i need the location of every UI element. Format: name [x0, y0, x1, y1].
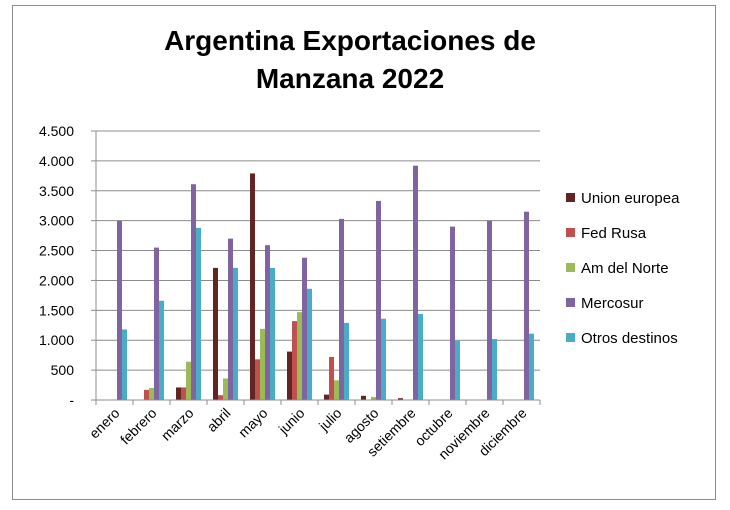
y-tick-label: 3.000: [39, 213, 74, 229]
x-tick-label: abril: [204, 405, 234, 435]
bar: [223, 378, 228, 400]
bar: [255, 359, 260, 400]
bar: [270, 267, 275, 400]
bar: [287, 351, 292, 400]
bar: [324, 394, 329, 400]
y-tick-label: 4.500: [39, 123, 74, 139]
bar: [450, 226, 455, 400]
bar: [159, 300, 164, 400]
legend-label: Otros destinos: [581, 330, 678, 347]
x-tick-label: marzo: [158, 405, 197, 444]
bar: [176, 387, 181, 400]
legend-label: Union europea: [581, 190, 680, 207]
bar: [371, 397, 376, 400]
bar: [455, 340, 460, 400]
bar: [122, 329, 127, 400]
bar: [213, 267, 218, 400]
y-tick-label: 3.500: [39, 183, 74, 199]
y-tick-label: 1.500: [39, 302, 74, 318]
legend-swatch: [566, 263, 575, 272]
bar: [376, 200, 381, 400]
bar: [144, 389, 149, 400]
chart-title-line-1: Argentina Exportaciones de: [164, 25, 536, 56]
x-tick-label: febrero: [117, 405, 160, 448]
bar: [186, 361, 191, 400]
legend-swatch: [566, 298, 575, 307]
bar: [524, 211, 529, 400]
bar: [381, 318, 386, 400]
bar: [154, 247, 159, 400]
bar: [339, 218, 344, 400]
bar: [487, 220, 492, 400]
x-tick-label: junio: [275, 405, 308, 438]
legend-swatch: [566, 333, 575, 342]
legend-swatch: [566, 228, 575, 237]
bar: [307, 288, 312, 400]
bar: [218, 395, 223, 400]
y-tick-label: 2.500: [39, 243, 74, 259]
x-tick-label: mayo: [235, 405, 271, 441]
y-tick-label: 500: [51, 362, 75, 378]
y-tick-label: -: [69, 392, 74, 408]
bar: [228, 238, 233, 400]
bar: [196, 227, 201, 400]
legend-swatch: [566, 193, 575, 202]
chart-title-line-2: Manzana 2022: [255, 63, 445, 94]
bar: [334, 380, 339, 400]
bar: [361, 395, 366, 400]
y-tick-label: 2.000: [39, 272, 74, 288]
chart-title: Argentina Exportaciones de Manzana 2022: [60, 22, 640, 98]
bar: [344, 322, 349, 400]
bar: [265, 245, 270, 400]
bar: [492, 339, 497, 400]
y-tick-label: 4.000: [39, 153, 74, 169]
bar: [260, 328, 265, 400]
chart-frame: [12, 5, 716, 500]
bar: [292, 321, 297, 400]
bar: [250, 173, 255, 400]
y-tick-label: 1.000: [39, 332, 74, 348]
bar: [398, 398, 403, 400]
x-tick-label: julio: [315, 405, 345, 435]
bar: [297, 312, 302, 400]
legend-label: Am del Norte: [581, 260, 669, 277]
legend-label: Mercosur: [581, 295, 644, 312]
bar: [191, 184, 196, 400]
bar: [233, 267, 238, 400]
bar: [149, 388, 154, 400]
bar: [529, 333, 534, 400]
bar: [418, 313, 423, 400]
bar: [413, 165, 418, 400]
bar: [181, 387, 186, 400]
bar: [302, 257, 307, 400]
bar: [117, 220, 122, 400]
bar: [329, 356, 334, 400]
legend-label: Fed Rusa: [581, 225, 647, 242]
